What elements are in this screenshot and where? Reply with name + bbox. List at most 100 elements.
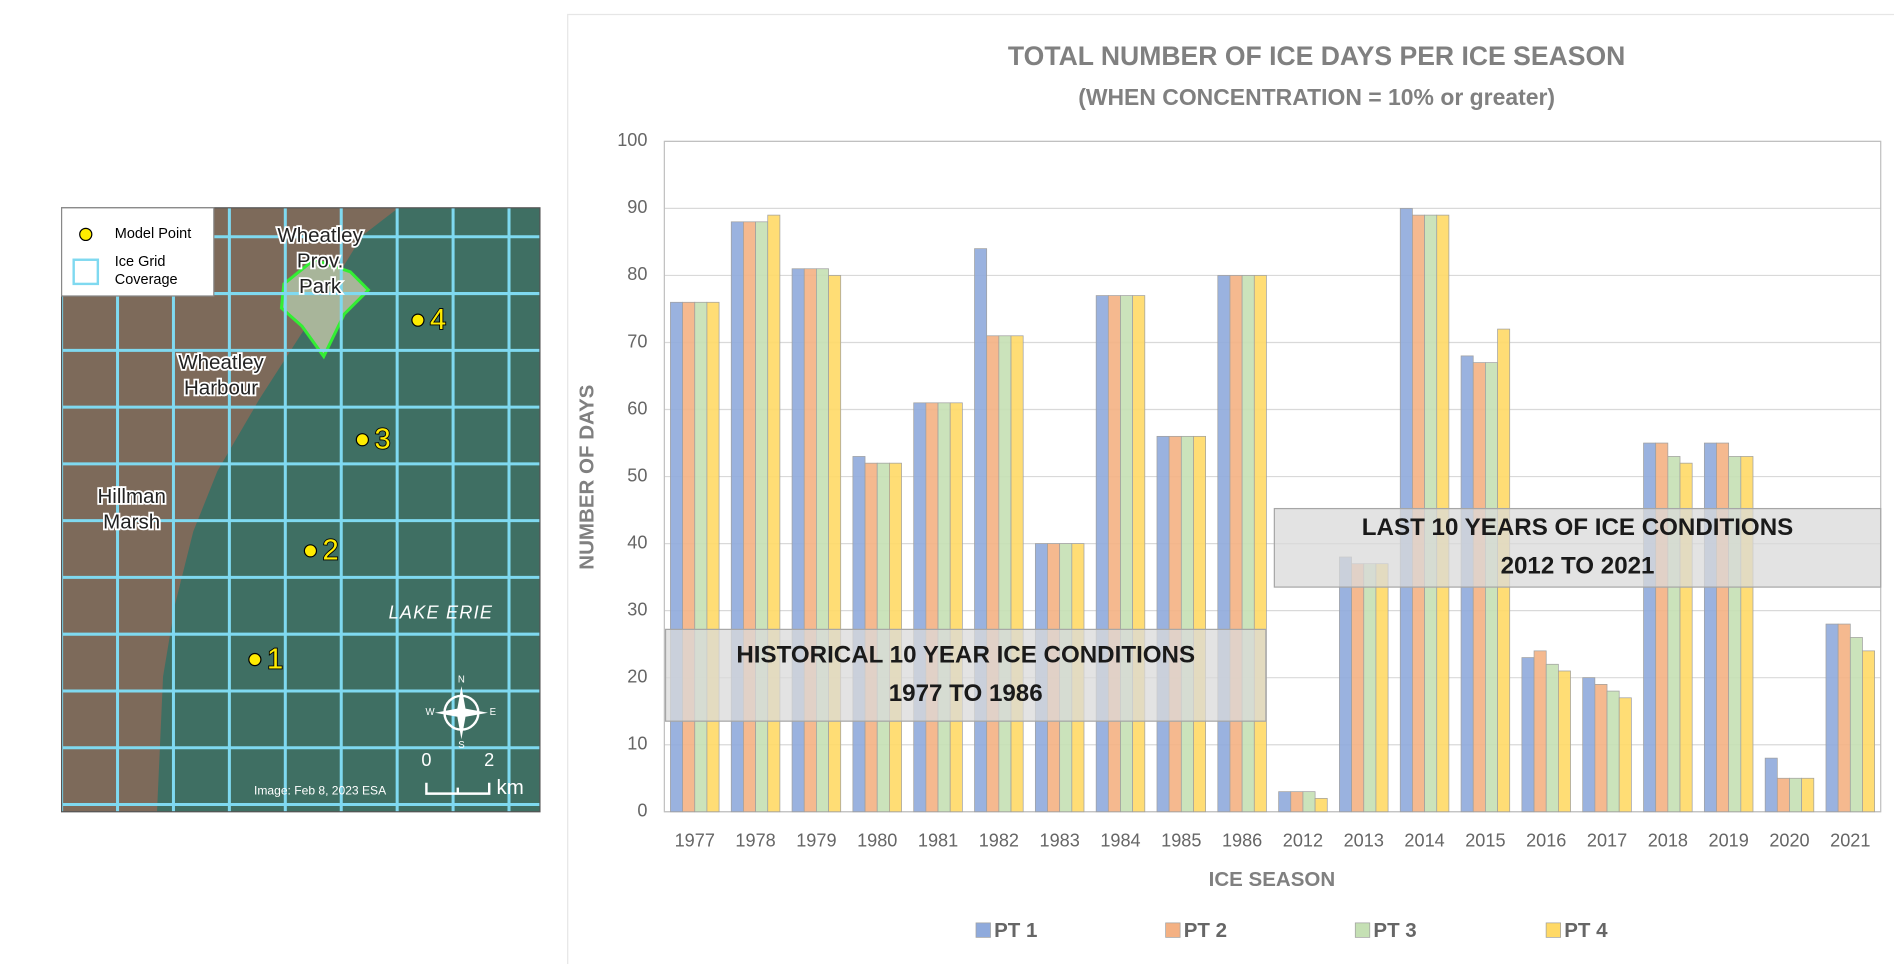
bar [1789,778,1801,812]
y-tick-label: 30 [627,599,647,619]
bar [1522,658,1534,812]
y-tick-label: 70 [627,331,647,351]
bar [1534,651,1546,812]
bar [1133,296,1145,812]
lake-label: LAKE ERIE [389,602,493,622]
bar [1717,443,1729,812]
page: Model Point Ice Grid Coverage Wheatley P… [0,0,1894,964]
bar [829,275,841,811]
bar [1181,436,1193,811]
place-label: Marsh [103,510,160,533]
point-label: 2 [323,535,339,567]
place-label: Wheatley [178,351,264,374]
bar [1595,684,1607,811]
bar [1230,275,1242,811]
model-point [356,434,368,446]
legend-text: Ice Grid [115,254,166,270]
bar [1193,436,1205,811]
image-credit: Image: Feb 8, 2023 ESA [254,783,387,797]
bar [1376,564,1388,812]
bar [1862,651,1874,812]
bar [1339,557,1351,812]
x-tick-label: 2013 [1344,831,1384,851]
bar [1607,691,1619,812]
place-label: Wheatley [277,224,363,247]
bar [1583,678,1595,812]
chart: 0102030405060708090100197719781979198019… [617,130,1880,942]
bar [1704,443,1716,812]
bar [1558,671,1570,812]
x-tick-label: 1984 [1100,831,1140,851]
point-label: 4 [430,304,446,336]
compass-label: N [458,675,465,686]
bar [1291,792,1303,812]
x-tick-label: 2016 [1526,831,1566,851]
bar [695,302,707,811]
bar [804,269,816,812]
bar [683,302,695,811]
y-tick-label: 90 [627,197,647,217]
bar [707,302,719,811]
bar [1644,443,1656,812]
place-label: Hillman [97,485,165,508]
bar [999,336,1011,812]
y-tick-label: 10 [627,734,647,754]
x-tick-label: 1981 [918,831,958,851]
scale-label: 2 [484,750,494,770]
bar [1802,778,1814,812]
bar [1120,296,1132,812]
scale-unit: km [496,776,523,799]
x-tick-label: 1978 [735,831,775,851]
place-label: Harbour [184,376,258,399]
x-tick-label: 1983 [1040,831,1080,851]
bar [1838,624,1850,812]
legend-label: PT 2 [1184,919,1227,942]
place-label: Park [299,275,342,298]
x-tick-label: 2014 [1404,831,1444,851]
y-tick-label: 50 [627,465,647,485]
y-axis-title: NUMBER OF DAYS [576,385,599,570]
legend-label: PT 3 [1373,919,1416,942]
y-tick-label: 100 [617,130,647,150]
bar [975,249,987,812]
bar [987,336,999,812]
legend-label: PT 4 [1564,919,1608,942]
legend-swatch [1546,923,1560,937]
bar [1546,664,1558,811]
bar [950,403,962,812]
legend-point [80,228,92,240]
legend-swatch [976,923,990,937]
bar [1011,336,1023,812]
bar [1157,436,1169,811]
legend-label: PT 1 [994,919,1037,942]
model-point [304,545,316,557]
bar [1279,792,1291,812]
bar [1096,296,1108,812]
compass-label: E [490,707,497,718]
bar [731,222,743,812]
legend-swatch [1166,923,1180,937]
x-tick-label: 2015 [1465,831,1505,851]
x-tick-label: 2018 [1648,831,1688,851]
y-tick-label: 60 [627,398,647,418]
y-tick-label: 40 [627,532,647,552]
bar [1254,275,1266,811]
model-point [412,314,424,326]
y-tick-label: 20 [627,666,647,686]
bar [1169,436,1181,811]
bar [816,269,828,812]
bar [1826,624,1838,812]
bar [768,215,780,812]
y-tick-label: 0 [637,801,647,821]
point-label: 1 [267,643,283,675]
bar [926,403,938,812]
bar [1242,275,1254,811]
y-tick-label: 80 [627,264,647,284]
annotation-text: 2012 TO 2021 [1501,553,1655,580]
point-label: 3 [374,424,390,456]
x-tick-label: 2020 [1769,831,1809,851]
bar [1364,564,1376,812]
bar [756,222,768,812]
compass-label: W [425,707,435,718]
annotation-text: LAST 10 YEARS OF ICE CONDITIONS [1362,514,1793,541]
